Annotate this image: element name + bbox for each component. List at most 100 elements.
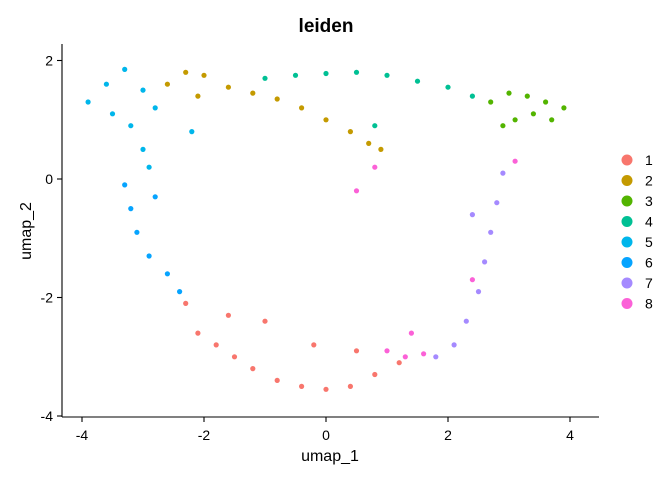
y-tick-label: -4 — [41, 408, 54, 424]
legend-label-2: 2 — [645, 173, 653, 189]
point-cluster-2 — [225, 84, 231, 90]
point-cluster-7 — [482, 259, 488, 265]
x-tick-label: -4 — [76, 427, 89, 443]
point-cluster-2 — [201, 72, 207, 78]
point-cluster-1 — [347, 383, 353, 389]
point-cluster-5 — [152, 105, 158, 111]
point-cluster-7 — [451, 342, 457, 348]
point-cluster-7 — [500, 170, 506, 176]
point-cluster-5 — [109, 111, 116, 117]
point-cluster-5 — [189, 129, 195, 135]
point-cluster-4 — [384, 72, 390, 78]
point-cluster-4 — [323, 70, 329, 77]
point-cluster-2 — [195, 93, 201, 99]
point-cluster-3 — [549, 117, 555, 123]
point-cluster-1 — [311, 342, 317, 348]
y-tick-label: 0 — [45, 171, 53, 187]
y-axis-ticks: -4 -2 0 2 — [41, 53, 62, 424]
point-cluster-8 — [372, 164, 378, 170]
point-cluster-6 — [146, 253, 152, 259]
point-cluster-8 — [408, 330, 414, 336]
point-cluster-4 — [292, 72, 299, 78]
legend-key-5 — [621, 236, 633, 248]
point-cluster-1 — [274, 377, 280, 383]
x-axis-ticks: -4 -2 0 2 4 — [76, 417, 574, 443]
point-cluster-6 — [134, 229, 140, 235]
legend-label-8: 8 — [645, 296, 653, 312]
point-cluster-1 — [250, 366, 256, 372]
point-cluster-2 — [378, 146, 384, 152]
point-cluster-3 — [512, 117, 518, 123]
point-cluster-4 — [262, 75, 268, 81]
x-tick-label: 2 — [444, 427, 452, 443]
point-cluster-7 — [494, 200, 500, 206]
point-cluster-5 — [128, 123, 134, 129]
x-axis-label: umap_1 — [301, 448, 359, 465]
legend-label-5: 5 — [645, 234, 653, 250]
point-cluster-4 — [469, 93, 475, 99]
point-cluster-3 — [561, 105, 567, 111]
point-cluster-5 — [85, 99, 91, 105]
legend-label-3: 3 — [645, 193, 653, 209]
point-cluster-5 — [146, 164, 152, 170]
point-cluster-6 — [122, 182, 128, 188]
x-tick-label: 4 — [566, 427, 574, 443]
point-cluster-8 — [421, 351, 427, 357]
point-cluster-3 — [500, 123, 506, 129]
legend-label-7: 7 — [645, 275, 653, 291]
point-cluster-7 — [469, 212, 475, 218]
point-cluster-7 — [463, 318, 469, 324]
legend-label-4: 4 — [645, 214, 653, 230]
point-cluster-7 — [488, 229, 494, 235]
point-cluster-7 — [475, 289, 482, 295]
point-cluster-6 — [177, 289, 183, 295]
point-cluster-1 — [195, 330, 201, 336]
y-axis-label: umap_2 — [18, 202, 35, 260]
point-cluster-1 — [372, 371, 378, 378]
point-cluster-8 — [384, 348, 390, 354]
point-cluster-3 — [543, 99, 549, 105]
point-cluster-2 — [164, 81, 170, 87]
point-cluster-1 — [262, 318, 268, 324]
point-cluster-3 — [506, 90, 512, 96]
point-cluster-1 — [213, 342, 219, 348]
point-cluster-1 — [323, 386, 329, 392]
point-cluster-2 — [274, 96, 280, 102]
point-cluster-2 — [347, 129, 353, 135]
points-layer — [85, 66, 567, 392]
point-cluster-5 — [140, 146, 146, 152]
point-cluster-1 — [225, 312, 231, 318]
point-cluster-2 — [299, 105, 305, 111]
point-cluster-5 — [122, 66, 128, 72]
point-cluster-8 — [512, 158, 518, 164]
point-cluster-6 — [164, 271, 170, 277]
legend-key-3 — [621, 195, 633, 207]
point-cluster-3 — [530, 111, 537, 117]
point-cluster-8 — [353, 188, 360, 194]
point-cluster-3 — [524, 93, 530, 99]
point-cluster-2 — [366, 140, 372, 146]
point-cluster-8 — [469, 277, 475, 283]
point-cluster-5 — [140, 87, 146, 93]
point-cluster-2 — [183, 69, 189, 75]
point-cluster-1 — [231, 354, 238, 360]
point-cluster-4 — [414, 78, 421, 84]
y-tick-label: -2 — [41, 290, 54, 306]
legend-label-1: 1 — [645, 152, 653, 168]
point-cluster-4 — [445, 84, 451, 90]
point-cluster-1 — [299, 383, 305, 389]
legend: 1 2 3 4 5 6 7 8 — [621, 152, 653, 312]
chart-title: leiden — [299, 16, 354, 37]
point-cluster-2 — [250, 90, 256, 96]
point-cluster-1 — [353, 348, 360, 354]
legend-label-6: 6 — [645, 255, 653, 271]
point-cluster-6 — [152, 194, 158, 200]
x-tick-label: -2 — [198, 427, 211, 443]
point-cluster-2 — [323, 117, 329, 123]
legend-key-8 — [621, 298, 633, 309]
legend-key-7 — [621, 277, 633, 289]
point-cluster-6 — [128, 206, 134, 212]
point-cluster-3 — [488, 99, 494, 105]
point-cluster-4 — [372, 123, 378, 129]
